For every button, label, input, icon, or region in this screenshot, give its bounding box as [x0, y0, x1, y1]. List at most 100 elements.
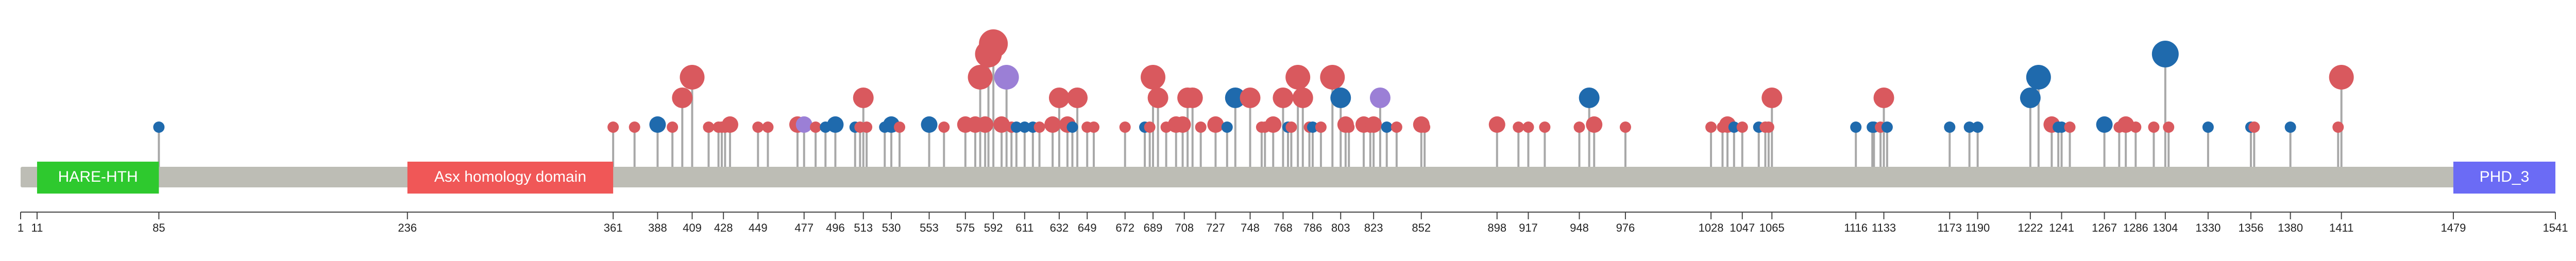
lollipop-head[interactable]	[607, 121, 619, 133]
lollipop-head[interactable]	[1873, 88, 1894, 108]
lollipop-head[interactable]	[921, 116, 938, 133]
axis-tick-label: 1133	[1872, 221, 1896, 234]
lollipop-head[interactable]	[629, 121, 640, 133]
lollipop-head[interactable]	[2020, 88, 2041, 108]
lollipop-head[interactable]	[894, 121, 906, 133]
lollipop-head[interactable]	[1307, 121, 1318, 133]
lollipop-head[interactable]	[993, 116, 1010, 133]
lollipop-head[interactable]	[1488, 116, 1505, 133]
lollipop-head[interactable]	[1881, 121, 1893, 133]
lollipop-head[interactable]	[2202, 121, 2214, 133]
lollipop-head[interactable]	[1292, 88, 1313, 108]
lollipop-head[interactable]	[1762, 121, 1774, 133]
lollipop-head[interactable]	[1963, 121, 1975, 133]
lollipop-head[interactable]	[977, 116, 994, 133]
lollipop-head[interactable]	[2130, 121, 2142, 133]
lollipop-head[interactable]	[2163, 121, 2175, 133]
lollipop-head[interactable]	[1705, 121, 1717, 133]
lollipop-head[interactable]	[1539, 121, 1551, 133]
lollipop-head[interactable]	[1240, 88, 1261, 108]
lollipop-head[interactable]	[649, 116, 666, 133]
lollipop-head[interactable]	[2096, 116, 2113, 133]
lollipop-head[interactable]	[827, 116, 844, 133]
lollipop-head[interactable]	[1067, 88, 1088, 108]
lollipop-head[interactable]	[2064, 121, 2076, 133]
lollipop-head[interactable]	[1066, 121, 1078, 133]
lollipop-head[interactable]	[2026, 65, 2051, 90]
lollipop-head[interactable]	[1619, 121, 1631, 133]
lollipop-head[interactable]	[2284, 121, 2296, 133]
lollipop-head[interactable]	[1972, 121, 1984, 133]
lollipop-head[interactable]	[1048, 88, 1070, 108]
domain-block[interactable]: HARE-HTH	[37, 162, 159, 194]
domain-block[interactable]: PHD_3	[2453, 162, 2555, 194]
lollipop-head[interactable]	[1381, 121, 1393, 133]
lollipop-head[interactable]	[1391, 121, 1402, 133]
lollipop-head[interactable]	[1761, 88, 1783, 108]
lollipop-head[interactable]	[968, 65, 993, 90]
lollipop-head[interactable]	[1044, 116, 1061, 133]
lollipop-head[interactable]	[153, 121, 165, 133]
lollipop-head[interactable]	[810, 121, 822, 133]
lollipop-head[interactable]	[1343, 121, 1355, 133]
lollipop-head[interactable]	[1850, 121, 1862, 133]
lollipop-head[interactable]	[752, 121, 764, 133]
lollipop-head[interactable]	[721, 116, 738, 133]
lollipop-head[interactable]	[1147, 88, 1168, 108]
lollipop-head[interactable]	[1365, 116, 1382, 133]
lollipop-head[interactable]	[2248, 121, 2260, 133]
lollipop-head[interactable]	[1225, 88, 1246, 108]
axis-tick-label: 748	[1241, 221, 1260, 234]
lollipop-head[interactable]	[853, 88, 874, 108]
lollipop-head[interactable]	[762, 121, 774, 133]
lollipop-head[interactable]	[1419, 121, 1431, 133]
lollipop-head[interactable]	[1033, 121, 1045, 133]
lollipop-head[interactable]	[1144, 121, 1156, 133]
lollipop-head[interactable]	[861, 121, 873, 133]
lollipop-head[interactable]	[2329, 65, 2354, 90]
lollipop-head[interactable]	[1141, 65, 1166, 90]
lollipop-head[interactable]	[2332, 121, 2344, 133]
lollipop-head[interactable]	[2148, 121, 2160, 133]
lollipop-head[interactable]	[1174, 116, 1191, 133]
lollipop-head[interactable]	[667, 121, 679, 133]
lollipop-head[interactable]	[994, 65, 1019, 90]
lollipop-head[interactable]	[703, 121, 715, 133]
lollipop-head[interactable]	[1315, 121, 1327, 133]
lollipop-head[interactable]	[1522, 121, 1534, 133]
lollipop-head[interactable]	[1330, 88, 1351, 108]
axis-tick-label: 513	[854, 221, 873, 234]
lollipop-head[interactable]	[1265, 116, 1282, 133]
lollipop-head[interactable]	[1285, 121, 1297, 133]
lollipop-head[interactable]	[1182, 88, 1203, 108]
lollipop-head[interactable]	[2056, 121, 2067, 133]
lollipop-head[interactable]	[1207, 116, 1224, 133]
lollipop-head[interactable]	[1221, 121, 1233, 133]
lollipop-head[interactable]	[680, 65, 705, 90]
domain-rect	[37, 162, 159, 194]
lollipop-head[interactable]	[2151, 41, 2179, 67]
lollipop-head[interactable]	[1320, 65, 1345, 90]
lollipop-head[interactable]	[1944, 121, 1956, 133]
lollipop-head[interactable]	[1010, 121, 1022, 133]
lollipop-head[interactable]	[1728, 121, 1740, 133]
lollipop-head[interactable]	[672, 88, 693, 108]
domain-block[interactable]: Asx homology domain	[407, 162, 614, 194]
lollipop-head[interactable]	[1736, 121, 1748, 133]
axis-tick-label: 85	[152, 221, 165, 234]
lollipop-head[interactable]	[1273, 88, 1294, 108]
lollipop-head[interactable]	[1088, 121, 1100, 133]
lollipop-head[interactable]	[1586, 116, 1603, 133]
lollipop-head[interactable]	[1513, 121, 1524, 133]
lollipop-head[interactable]	[1573, 121, 1585, 133]
lollipop-head[interactable]	[1119, 121, 1131, 133]
lollipop-head[interactable]	[1019, 121, 1030, 133]
lollipop-head[interactable]	[979, 29, 1008, 58]
lollipop-head[interactable]	[1579, 88, 1600, 108]
lollipop-head[interactable]	[1195, 121, 1207, 133]
lollipop-head[interactable]	[795, 116, 812, 133]
lollipop-head[interactable]	[938, 121, 950, 133]
lollipop-head[interactable]	[1369, 88, 1391, 108]
lollipop-head[interactable]	[2117, 116, 2134, 133]
lollipop-head[interactable]	[1285, 65, 1311, 90]
